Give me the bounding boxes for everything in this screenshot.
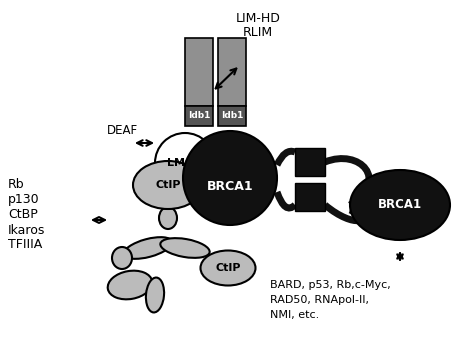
- Text: Idb1: Idb1: [188, 112, 210, 120]
- Text: CtIP: CtIP: [215, 263, 241, 273]
- Ellipse shape: [112, 247, 132, 269]
- Ellipse shape: [350, 170, 450, 240]
- Text: LIM-HD: LIM-HD: [236, 12, 281, 24]
- Text: Ikaros: Ikaros: [8, 224, 46, 237]
- Text: RLIM: RLIM: [243, 26, 273, 38]
- Text: TFIIIA: TFIIIA: [8, 238, 42, 252]
- Circle shape: [155, 133, 215, 193]
- Text: DEAF: DEAF: [107, 124, 137, 136]
- Circle shape: [183, 131, 277, 225]
- Ellipse shape: [201, 251, 255, 286]
- Text: BRCA1: BRCA1: [207, 180, 253, 193]
- Text: p130: p130: [8, 194, 40, 206]
- Bar: [185, 38, 213, 106]
- Bar: [218, 38, 246, 106]
- Text: RAD50, RNApol-II,: RAD50, RNApol-II,: [270, 295, 369, 305]
- Text: LMO4: LMO4: [167, 158, 202, 168]
- Ellipse shape: [146, 278, 164, 313]
- Text: Idb1: Idb1: [221, 112, 243, 120]
- Ellipse shape: [108, 271, 152, 299]
- Text: Rb: Rb: [8, 178, 25, 191]
- Ellipse shape: [159, 207, 177, 229]
- Ellipse shape: [160, 238, 210, 258]
- Bar: [295, 148, 325, 176]
- Text: BARD, p53, Rb,c-Myc,: BARD, p53, Rb,c-Myc,: [270, 280, 391, 290]
- Ellipse shape: [133, 161, 203, 209]
- Ellipse shape: [124, 237, 172, 259]
- Bar: [218, 106, 246, 126]
- Bar: [185, 106, 213, 126]
- Text: NMI, etc.: NMI, etc.: [270, 310, 319, 320]
- Text: BRCA1: BRCA1: [378, 198, 422, 211]
- Text: CtBP: CtBP: [8, 209, 38, 222]
- Bar: [295, 183, 325, 211]
- Text: CtIP: CtIP: [155, 180, 181, 190]
